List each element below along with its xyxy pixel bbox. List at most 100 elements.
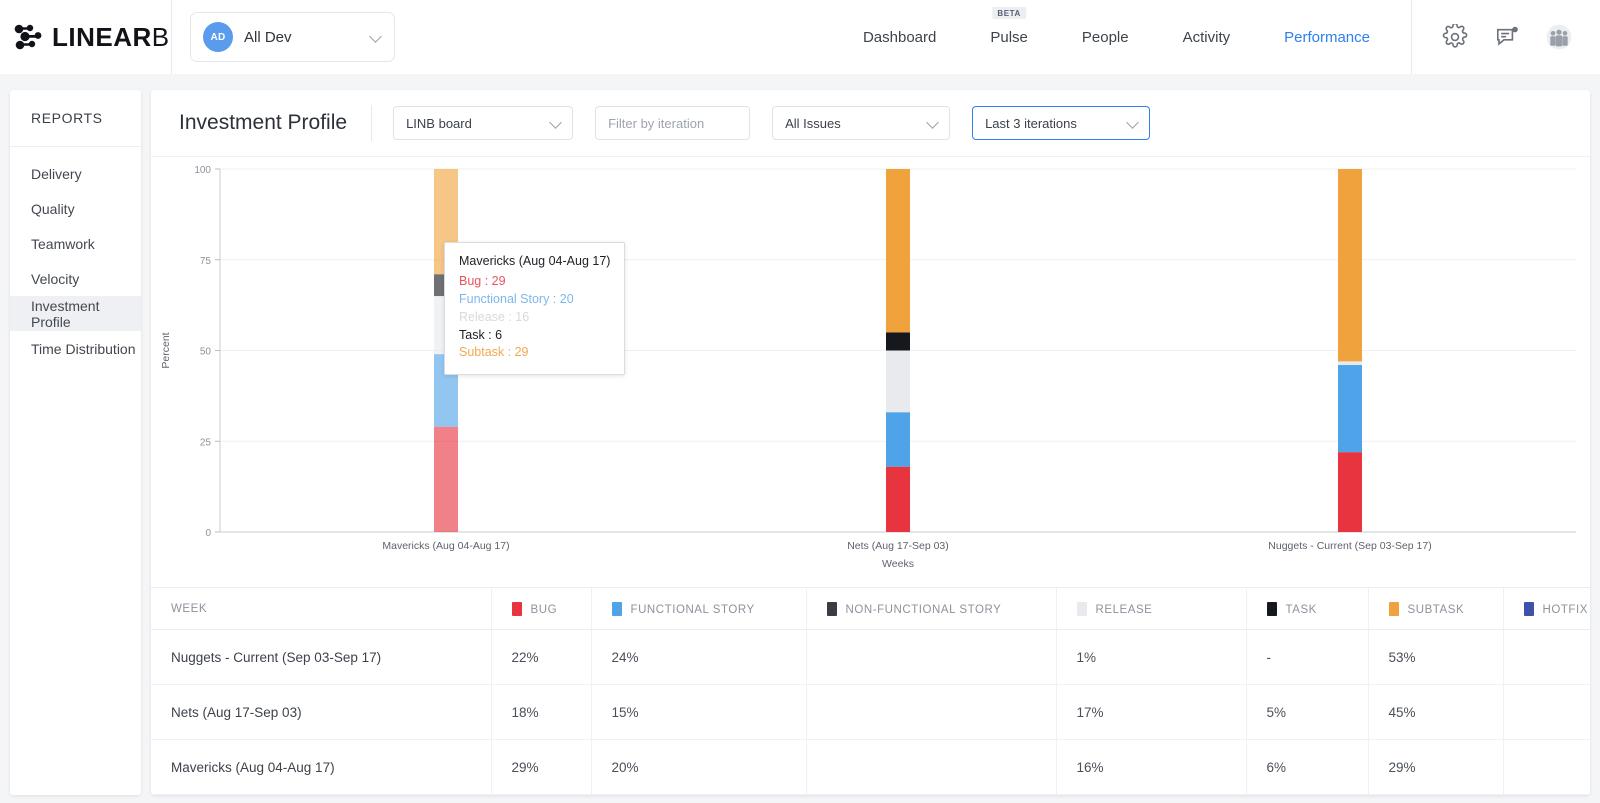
sidebar-item-teamwork[interactable]: Teamwork xyxy=(10,226,141,261)
column-label: SUBTASK xyxy=(1407,603,1465,616)
investment-profile-table: WEEK BUG FUNCTIONAL STORY NON-FUNCTIONAL… xyxy=(151,587,1590,795)
legend-swatch-subtask xyxy=(1388,601,1399,616)
cell-task: - xyxy=(1246,629,1369,685)
beta-badge: BETA xyxy=(992,7,1026,19)
table-col-release[interactable]: RELEASE xyxy=(1056,587,1247,630)
chevron-down-icon xyxy=(1127,117,1139,129)
sidebar-item-label: Teamwork xyxy=(31,235,95,252)
cell-subtask: 29% xyxy=(1368,739,1504,795)
cell-hotfix xyxy=(1503,629,1590,685)
iteration-filter-input[interactable]: Filter by iteration xyxy=(595,106,751,140)
svg-text:Weeks: Weeks xyxy=(882,558,914,570)
issues-select-value: All Issues xyxy=(785,115,841,131)
linearb-logo-icon xyxy=(14,24,42,50)
team-group-avatar-icon[interactable] xyxy=(1546,24,1572,50)
sidebar-item-label: Quality xyxy=(31,200,75,217)
sidebar-item-label: Investment Profile xyxy=(31,297,100,330)
chevron-down-icon xyxy=(927,117,939,129)
cell-functional-story: 15% xyxy=(591,684,807,740)
legend-swatch-bug xyxy=(511,601,522,616)
cell-week: Mavericks (Aug 04-Aug 17) xyxy=(151,739,492,795)
sidebar-item-delivery[interactable]: Delivery xyxy=(10,156,141,191)
top-icon-group xyxy=(1411,0,1594,74)
nav-item-people[interactable]: People xyxy=(1055,0,1156,74)
column-label: NON-FUNCTIONAL STORY xyxy=(845,603,1002,616)
issues-select[interactable]: All Issues xyxy=(772,106,951,140)
svg-text:Nuggets - Current (Sep 03-Sep: Nuggets - Current (Sep 03-Sep 17) xyxy=(1268,540,1431,552)
feedback-message-icon[interactable] xyxy=(1494,24,1520,50)
nav-item-pulse[interactable]: BETA Pulse xyxy=(963,0,1055,74)
table-col-hotfix[interactable]: HOTFIX xyxy=(1503,587,1590,630)
cell-release: 16% xyxy=(1056,739,1247,795)
table-col-bug[interactable]: BUG xyxy=(491,587,592,630)
cell-task: 5% xyxy=(1246,684,1369,740)
cell-release: 1% xyxy=(1056,629,1247,685)
tooltip-row-task: Task : 6 xyxy=(459,327,503,342)
nav-label: Pulse xyxy=(990,28,1028,46)
table-col-subtask[interactable]: SUBTASK xyxy=(1368,587,1504,630)
cell-functional-story: 20% xyxy=(591,739,807,795)
cell-hotfix xyxy=(1503,739,1590,795)
nav-item-performance[interactable]: Performance xyxy=(1257,0,1397,74)
nav-label: Activity xyxy=(1182,28,1231,46)
gear-icon[interactable] xyxy=(1442,24,1468,50)
sidebar-item-time-distribution[interactable]: Time Distribution xyxy=(10,331,141,366)
table-header-row: WEEK BUG FUNCTIONAL STORY NON-FUNCTIONAL… xyxy=(151,587,1590,630)
cell-non-functional-story xyxy=(806,739,1057,795)
board-select-value: LINB board xyxy=(406,115,472,131)
column-label: FUNCTIONAL STORY xyxy=(630,603,755,616)
table-col-non-functional-story[interactable]: NON-FUNCTIONAL STORY xyxy=(806,587,1057,630)
top-bar: LINEARB AD All Dev Dashboard BETA Pulse … xyxy=(0,0,1600,74)
team-selector[interactable]: AD All Dev xyxy=(190,12,395,62)
cell-week: Nets (Aug 17-Sep 03) xyxy=(151,684,492,740)
legend-swatch-functional-story xyxy=(611,601,622,616)
nav-label: Performance xyxy=(1284,28,1370,46)
brand-logo[interactable]: LINEARB xyxy=(0,0,172,74)
table-row[interactable]: Mavericks (Aug 04-Aug 17) 29% 20% 16% 6%… xyxy=(151,739,1590,795)
column-label: BUG xyxy=(530,603,558,616)
brand-name: LINEARB xyxy=(52,22,170,53)
cell-release: 17% xyxy=(1056,684,1247,740)
table-col-task[interactable]: TASK xyxy=(1246,587,1369,630)
cell-non-functional-story xyxy=(806,684,1057,740)
chart-tooltip: Mavericks (Aug 04-Aug 17) Bug : 29 Funct… xyxy=(444,242,626,376)
investment-profile-panel: Investment Profile LINB board Filter by … xyxy=(151,90,1590,795)
column-label: TASK xyxy=(1285,603,1317,616)
cell-subtask: 45% xyxy=(1368,684,1504,740)
brand-name-bold: LINEAR xyxy=(52,21,152,52)
board-select[interactable]: LINB board xyxy=(393,106,574,140)
cell-bug: 22% xyxy=(491,629,592,685)
svg-text:75: 75 xyxy=(200,256,212,267)
table-col-functional-story[interactable]: FUNCTIONAL STORY xyxy=(591,587,807,630)
chevron-down-icon xyxy=(370,31,382,43)
sidebar-item-investment-profile[interactable]: Investment Profile xyxy=(10,296,141,331)
header-divider xyxy=(371,105,373,141)
stacked-bar-chart-svg: 0 25 50 75 100 Percent Mavericks (Aug 04-Aug 1… xyxy=(160,165,1576,570)
cell-functional-story: 24% xyxy=(591,629,807,685)
sidebar-item-label: Time Distribution xyxy=(31,340,136,357)
sidebar-item-quality[interactable]: Quality xyxy=(10,191,141,226)
column-label: RELEASE xyxy=(1095,603,1153,616)
table-col-week[interactable]: WEEK xyxy=(151,587,492,630)
svg-text:Nets (Aug 17-Sep 03): Nets (Aug 17-Sep 03) xyxy=(847,540,949,552)
reports-sidebar: REPORTS Delivery Quality Teamwork Veloci… xyxy=(10,90,141,795)
cell-bug: 18% xyxy=(491,684,592,740)
panel-header: Investment Profile LINB board Filter by … xyxy=(151,90,1590,157)
column-label: WEEK xyxy=(171,602,208,615)
svg-text:50: 50 xyxy=(200,347,212,358)
brand-name-light: B xyxy=(151,21,170,52)
cell-bug: 29% xyxy=(491,739,592,795)
svg-text:100: 100 xyxy=(194,165,211,176)
table-row[interactable]: Nets (Aug 17-Sep 03) 18% 15% 17% 5% 45% xyxy=(151,684,1590,740)
nav-item-dashboard[interactable]: Dashboard xyxy=(836,0,963,74)
nav-item-activity[interactable]: Activity xyxy=(1156,0,1258,74)
main-nav: Dashboard BETA Pulse People Activity Per… xyxy=(836,0,1600,74)
cell-week: Nuggets - Current (Sep 03-Sep 17) xyxy=(151,629,492,685)
svg-text:25: 25 xyxy=(200,437,212,448)
cell-non-functional-story xyxy=(806,629,1057,685)
tooltip-row-functional-story: Functional Story : 20 xyxy=(459,291,574,306)
table-row[interactable]: Nuggets - Current (Sep 03-Sep 17) 22% 24… xyxy=(151,629,1590,685)
range-select[interactable]: Last 3 iterations xyxy=(972,106,1151,140)
sidebar-item-velocity[interactable]: Velocity xyxy=(10,261,141,296)
cell-subtask: 53% xyxy=(1368,629,1504,685)
